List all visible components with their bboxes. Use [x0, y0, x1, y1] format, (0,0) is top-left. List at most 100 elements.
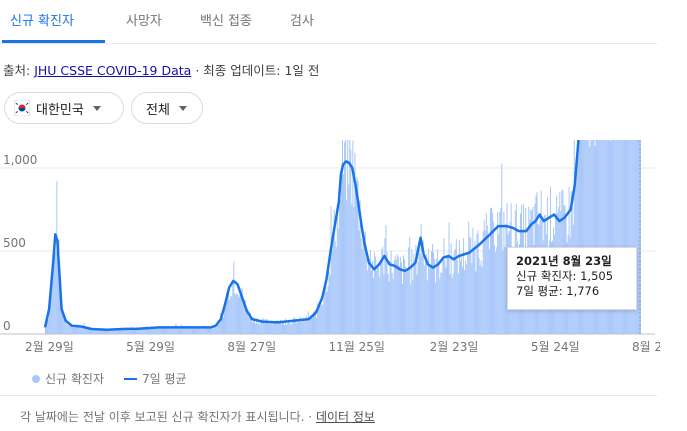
daily-case-bar: [53, 254, 55, 334]
tab-deaths[interactable]: 사망자: [126, 14, 162, 29]
daily-case-bar: [265, 318, 267, 334]
daily-case-bar: [474, 241, 476, 334]
daily-case-bar: [341, 140, 343, 334]
daily-case-bar: [88, 329, 90, 334]
footnote: 각 날짜에는 전날 이후 보고된 신규 확진자가 표시됩니다. · 데이터 정보: [20, 408, 375, 425]
daily-case-bar: [64, 320, 66, 334]
tooltip-date: 2021년 8월 23일: [516, 254, 612, 268]
tab-vaccination[interactable]: 백신 접종: [200, 14, 252, 29]
daily-case-bar: [300, 322, 302, 334]
daily-case-bar: [214, 325, 216, 334]
korea-flag-icon: [14, 100, 30, 116]
daily-case-bar: [410, 284, 412, 334]
daily-case-bar: [447, 255, 449, 334]
daily-case-bar: [616, 140, 618, 334]
daily-case-bar: [198, 327, 200, 334]
daily-case-bar: [195, 328, 197, 334]
source-link[interactable]: JHU CSSE COVID-19 Data: [34, 63, 192, 78]
daily-case-bar: [635, 140, 637, 334]
daily-case-bar: [231, 296, 233, 334]
daily-case-bar: [624, 140, 626, 334]
daily-case-bar: [585, 140, 587, 334]
daily-case-bar: [224, 306, 226, 334]
daily-case-bar: [613, 140, 615, 335]
daily-case-bar: [425, 254, 427, 334]
daily-case-bar: [614, 140, 616, 334]
daily-case-bar: [76, 324, 78, 334]
daily-case-bar: [490, 208, 492, 334]
daily-case-bar: [87, 328, 89, 334]
daily-case-bar: [630, 140, 632, 334]
data-info-link[interactable]: 데이터 정보: [315, 410, 375, 424]
daily-case-bar: [633, 140, 635, 334]
daily-case-bar: [102, 330, 104, 334]
daily-case-bar: [347, 140, 349, 334]
daily-case-bar: [169, 328, 171, 334]
daily-case-bar: [617, 140, 619, 335]
daily-case-bar: [442, 258, 444, 334]
daily-case-bar: [78, 326, 80, 334]
daily-case-bar: [119, 328, 121, 334]
daily-case-bar: [86, 327, 88, 334]
daily-case-bar: [89, 327, 91, 334]
daily-case-bar: [426, 280, 428, 334]
daily-case-bar: [421, 256, 423, 334]
daily-case-bar: [105, 329, 107, 334]
daily-case-bar: [146, 327, 148, 334]
country-dropdown[interactable]: 대한민국: [4, 92, 124, 124]
daily-case-bar: [428, 267, 430, 334]
x-tick-label: 2월 29일: [25, 340, 74, 354]
daily-case-bar: [501, 163, 503, 334]
daily-case-bar: [250, 320, 252, 334]
x-axis-ticks: 2월 29일 5월 29일 8월 27일 11월 25일 2월 23일 5월 24일 8월 …: [25, 340, 660, 354]
daily-case-bar: [99, 328, 101, 334]
daily-case-bar: [634, 140, 636, 334]
daily-case-bar: [495, 252, 497, 334]
daily-case-bar: [215, 327, 217, 334]
daily-case-bar: [257, 323, 259, 334]
daily-case-bar: [144, 329, 146, 334]
chart-tooltip: 2021년 8월 23일 신규 확진자: 1,505 7일 평균: 1,776: [507, 247, 637, 310]
tab-tests[interactable]: 검사: [290, 14, 314, 29]
daily-case-bar: [369, 249, 371, 334]
daily-case-bar: [228, 287, 230, 334]
daily-case-bar: [352, 140, 354, 334]
daily-case-bar: [444, 260, 446, 334]
daily-case-bar: [480, 260, 482, 334]
daily-case-bar: [263, 318, 265, 334]
daily-case-bar: [268, 324, 270, 334]
daily-case-bar: [50, 301, 52, 334]
daily-case-bar: [236, 293, 238, 334]
daily-case-bar: [356, 177, 358, 334]
tab-new-cases[interactable]: 신규 확진자: [10, 14, 74, 29]
daily-case-bar: [187, 325, 189, 334]
range-dropdown[interactable]: 전체: [131, 92, 203, 124]
source-separator: ·: [195, 63, 200, 78]
daily-case-bar: [609, 140, 611, 334]
daily-case-bar: [56, 180, 58, 334]
daily-case-bar: [606, 140, 608, 334]
daily-case-bar: [358, 230, 360, 334]
daily-case-bar: [600, 140, 602, 334]
chart-legend: 신규 확진자 7일 평균: [32, 370, 187, 387]
daily-case-bar: [275, 321, 277, 334]
daily-case-bar: [180, 324, 182, 334]
daily-case-bar: [576, 152, 578, 334]
daily-case-bar: [488, 248, 490, 334]
daily-case-bar: [343, 174, 345, 334]
daily-case-bar: [206, 327, 208, 334]
daily-case-bar: [481, 266, 483, 334]
daily-case-bar: [71, 327, 73, 334]
daily-case-bar: [435, 282, 437, 334]
daily-case-bar: [153, 328, 155, 334]
daily-case-bar: [441, 272, 443, 334]
daily-case-bar: [419, 253, 421, 334]
daily-case-bar: [478, 258, 480, 334]
daily-case-bar: [335, 247, 337, 334]
daily-case-bar: [269, 321, 271, 334]
daily-case-bar: [210, 327, 212, 334]
daily-case-bar: [90, 327, 92, 334]
daily-case-bar: [388, 281, 390, 334]
daily-case-bar: [273, 322, 275, 334]
daily-case-bar: [351, 203, 353, 334]
